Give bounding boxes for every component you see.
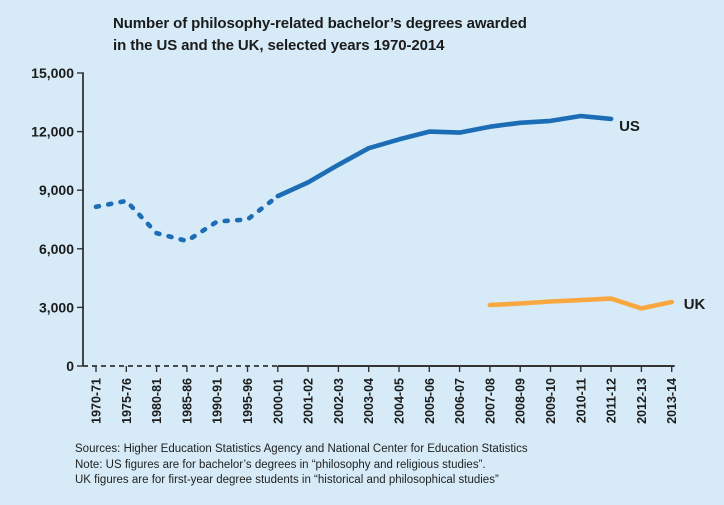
x-tick-label: 1990-91: [211, 378, 225, 424]
x-tick-label: 2003-04: [362, 378, 376, 424]
x-tick-label: 2011-12: [605, 378, 619, 423]
x-tick-label: 2000-01: [271, 378, 285, 424]
chart-title: Number of philosophy-related bachelor’s …: [113, 13, 527, 57]
y-tick-label: 15,000: [31, 65, 74, 81]
chart-title-line2: in the US and the UK, selected years 197…: [113, 37, 445, 54]
y-tick-label: 3,000: [39, 299, 74, 315]
x-tick-label: 1980-81: [150, 378, 164, 424]
x-tick-label: 2013-14: [665, 378, 679, 424]
us-note: Note: US figures are for bachelor’s degr…: [75, 458, 486, 471]
chart-title-line1: Number of philosophy-related bachelor’s …: [113, 15, 527, 32]
y-tick-label: 6,000: [39, 241, 74, 257]
x-tick-label: 2012-13: [635, 378, 649, 424]
x-tick-label: 2002-03: [332, 378, 346, 424]
x-tick-label: 1970-71: [90, 378, 104, 424]
y-tick-label: 9,000: [39, 182, 74, 198]
uk-note: UK figures are for first-year degree stu…: [75, 474, 499, 486]
chart-footnotes: Sources: Higher Education Statistics Age…: [75, 442, 528, 489]
x-tick-label: 2008-09: [514, 378, 528, 424]
x-tick-label: 2007-08: [483, 378, 497, 424]
x-tick-label: 1995-96: [241, 378, 255, 424]
x-tick-label: 2001-02: [302, 378, 316, 424]
us-line-solid: [275, 113, 614, 199]
x-tick-label: 1985-86: [180, 378, 194, 424]
uk-series-label: UK: [684, 296, 706, 313]
y-tick-label: 0: [66, 358, 74, 374]
x-tick-label: 2006-07: [453, 378, 467, 424]
x-tick-label: 2010-11: [574, 378, 588, 423]
y-tick-label: 12,000: [31, 124, 74, 140]
x-tick-label: 2005-06: [423, 378, 437, 424]
us-line-dashed: [93, 193, 281, 244]
x-tick-label: 2004-05: [393, 378, 407, 424]
us-series-label: US: [619, 118, 640, 135]
uk-line: [487, 296, 675, 311]
x-tick-label: 1975-76: [120, 378, 134, 424]
source-note: Sources: Higher Education Statistics Age…: [75, 443, 528, 455]
x-tick-label: 2009-10: [544, 378, 558, 424]
